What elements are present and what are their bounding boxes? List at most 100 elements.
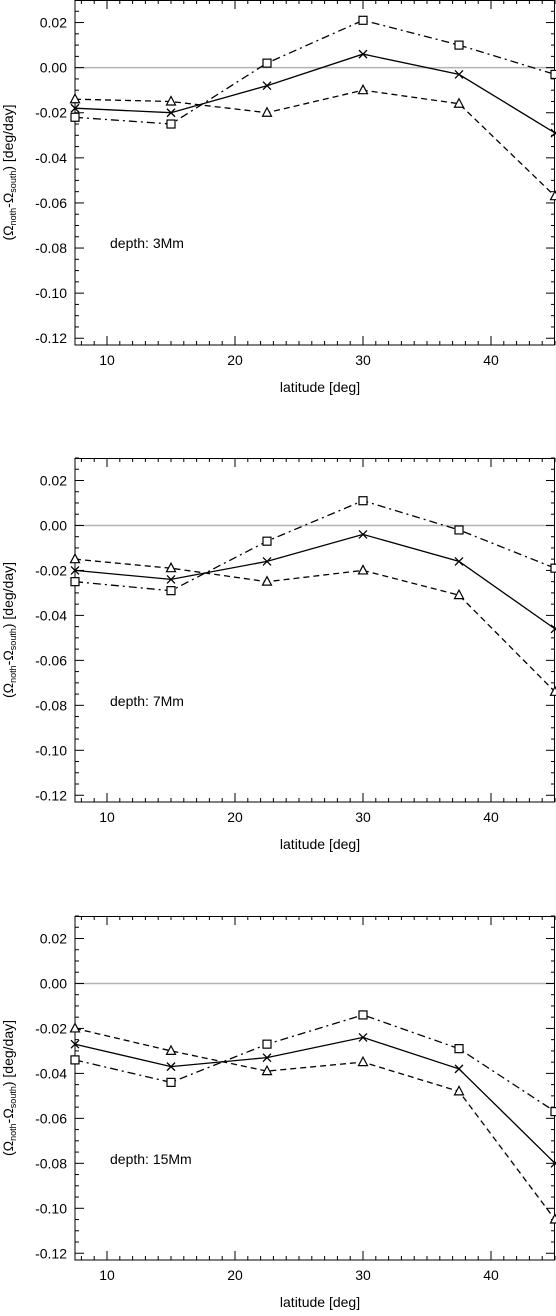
data-point-x xyxy=(454,69,464,79)
data-point-square xyxy=(262,58,272,68)
data-point-square xyxy=(454,1044,464,1054)
y-tick-label: -0.12 xyxy=(35,330,67,346)
x-tick-label: 30 xyxy=(355,1267,371,1283)
data-point-x xyxy=(166,108,176,118)
data-point-triangle xyxy=(549,685,556,696)
panel-3: 10 20 30 40 0.02 0.00 -0.02 -0.04 -0.06 -0.08 -0.1… xyxy=(0,915,556,1310)
y-axis-label: (Ωnoth-Ωsouth) [deg/day] xyxy=(0,105,18,241)
y-axis-label-part: ) [deg/day] xyxy=(0,562,16,628)
y-axis-label-subscript: noth xyxy=(8,665,18,683)
y-tick-label: -0.06 xyxy=(35,195,67,211)
y-tick-label: -0.06 xyxy=(35,1110,67,1126)
data-point-x xyxy=(262,556,272,566)
y-axis-label-subscript: south xyxy=(8,1086,18,1108)
data-point-x xyxy=(358,529,368,539)
data-point-square xyxy=(358,496,368,506)
y-axis-label-part: ) [deg/day] xyxy=(0,105,16,171)
data-point-triangle xyxy=(261,1064,273,1076)
series-line-solid xyxy=(74,53,556,134)
data-point-triangle xyxy=(165,561,177,573)
data-point-square xyxy=(358,1010,368,1020)
y-tick-label: -0.06 xyxy=(35,652,67,668)
data-point-x xyxy=(358,49,368,59)
y-axis-label: (Ωnoth-Ωsouth) [deg/day] xyxy=(0,562,18,698)
series-line-dashdot xyxy=(74,500,556,592)
depth-annotation: depth: 15Mm xyxy=(110,1151,192,1167)
data-point-x xyxy=(166,1062,176,1072)
series-line-dashed xyxy=(74,89,556,197)
x-axis-label: latitude [deg] xyxy=(280,1294,360,1310)
y-tick-label: -0.10 xyxy=(35,285,67,301)
y-tick-label: -0.12 xyxy=(35,787,67,803)
data-point-square xyxy=(166,1077,176,1087)
y-tick-label: -0.08 xyxy=(35,240,67,256)
y-axis-label-part: -Ω xyxy=(0,193,16,208)
y-tick-label: -0.04 xyxy=(35,150,67,166)
y-axis-label-part: (Ω xyxy=(0,683,16,698)
series-line-dashed xyxy=(74,1027,556,1220)
data-point-x xyxy=(550,624,556,634)
y-tick-label: -0.02 xyxy=(35,105,67,121)
data-point-x xyxy=(550,128,556,138)
y-tick-label: -0.02 xyxy=(35,1020,67,1036)
panel-2: 10 20 30 40 0.02 0.00 -0.02 -0.04 -0.06 -0.08 -0.1… xyxy=(0,457,556,852)
plot-frame xyxy=(74,916,555,1261)
data-point-square xyxy=(454,40,464,50)
data-point-square xyxy=(70,577,80,587)
data-point-x xyxy=(262,81,272,91)
y-axis-label-subscript: noth xyxy=(8,208,18,226)
data-point-triangle xyxy=(453,1085,465,1096)
data-point-square xyxy=(550,563,556,573)
data-point-triangle xyxy=(549,189,556,201)
panel-1: 10 20 30 40 0.02 0.00 -0.02 -0.04 -0.06 -0.08 -0.1… xyxy=(0,0,556,395)
x-tick-label: 40 xyxy=(483,1267,499,1283)
data-point-square xyxy=(262,536,272,546)
y-tick-label: -0.02 xyxy=(35,562,67,578)
y-axis-label-subscript: south xyxy=(8,628,18,650)
data-point-triangle xyxy=(165,1044,177,1055)
data-point-square xyxy=(550,1107,556,1117)
y-tick-label: 0.02 xyxy=(40,472,67,488)
data-point-x xyxy=(262,1053,272,1063)
x-tick-label: 30 xyxy=(355,352,371,368)
y-tick-label: -0.04 xyxy=(35,1065,67,1081)
y-axis-label-subscript: noth xyxy=(8,1123,18,1141)
data-point-x xyxy=(358,1032,368,1042)
y-axis-label-part: ) [deg/day] xyxy=(0,1020,16,1086)
data-point-square xyxy=(70,1055,80,1065)
series-line-solid xyxy=(74,533,556,630)
data-point-square xyxy=(550,69,556,80)
x-tick-label: 20 xyxy=(227,1267,243,1283)
data-point-triangle xyxy=(357,83,369,95)
series-line-solid xyxy=(74,1036,556,1164)
y-tick-label: 0.00 xyxy=(40,60,67,76)
data-point-triangle xyxy=(453,588,465,600)
x-tick-label: 10 xyxy=(99,809,115,825)
y-axis-label-part: -Ω xyxy=(0,1108,16,1123)
data-point-x xyxy=(70,103,80,113)
data-point-square xyxy=(166,586,176,596)
x-tick-label: 30 xyxy=(355,809,371,825)
y-tick-label: 0.02 xyxy=(40,930,67,946)
y-tick-label: -0.10 xyxy=(35,1200,67,1216)
plot-frame xyxy=(74,458,555,803)
data-point-triangle xyxy=(69,92,81,104)
depth-annotation: depth: 7Mm xyxy=(110,693,184,709)
data-point-square xyxy=(70,112,80,122)
data-point-x xyxy=(454,556,464,566)
y-tick-label: -0.08 xyxy=(35,1155,67,1171)
y-axis-label-part: (Ω xyxy=(0,225,16,240)
series-line-dashdot xyxy=(74,1014,556,1113)
y-tick-label: -0.08 xyxy=(35,697,67,713)
y-axis-label-subscript: south xyxy=(8,171,18,193)
data-point-triangle xyxy=(549,1213,556,1224)
x-axis-label: latitude [deg] xyxy=(280,379,360,395)
data-point-triangle xyxy=(453,97,465,108)
data-point-triangle xyxy=(357,1055,369,1067)
y-tick-label: -0.04 xyxy=(35,607,67,623)
y-tick-label: 0.00 xyxy=(40,517,67,533)
x-tick-label: 40 xyxy=(483,809,499,825)
x-tick-label: 20 xyxy=(227,352,243,368)
